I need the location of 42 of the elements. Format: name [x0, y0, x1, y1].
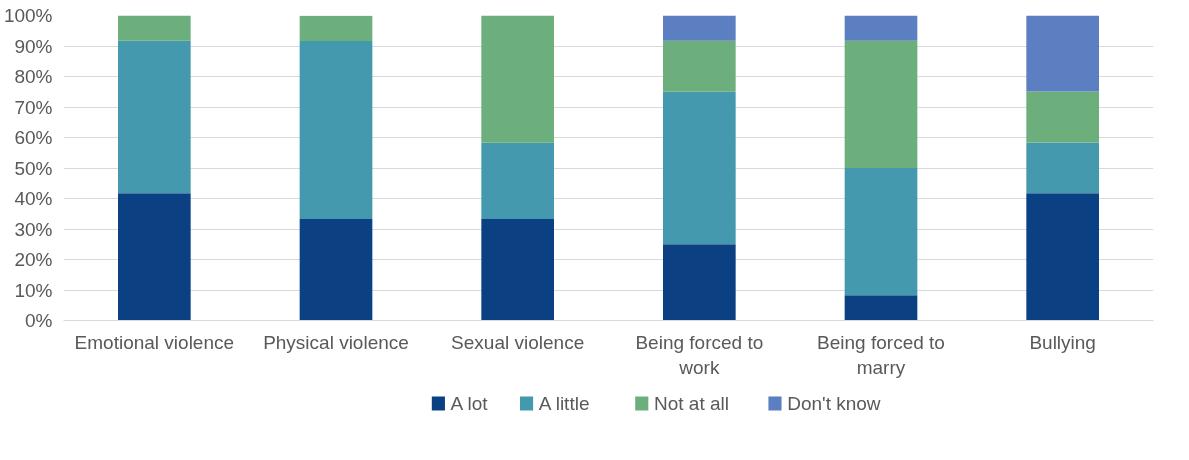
bar [299, 218, 373, 321]
legend-label: Not at all [653, 393, 729, 414]
bar [118, 40, 191, 194]
legend-label: A little [538, 393, 590, 414]
y-tick-label: 10% [14, 279, 53, 301]
bar [663, 40, 736, 92]
bar [663, 244, 736, 321]
bar [481, 142, 554, 219]
y-tick-label: 100% [3, 5, 53, 26]
x-tick-label: Being forced to work [635, 331, 764, 378]
bar [1026, 91, 1099, 143]
bar [844, 15, 918, 41]
legend-label: Don't know [787, 393, 881, 414]
bar [481, 15, 554, 143]
bar [663, 15, 736, 41]
x-tick-label: Being forced to marry [817, 331, 945, 378]
x-tick-label: Physical violence [263, 331, 409, 353]
bar [663, 91, 736, 245]
bar [299, 41, 373, 219]
bar [299, 15, 373, 42]
x-tick-label: Emotional violence [74, 331, 235, 353]
bar [1026, 193, 1099, 321]
y-tick-label: 40% [14, 188, 53, 209]
y-tick-label: 30% [14, 218, 53, 240]
y-tick-label: 50% [14, 157, 53, 179]
y-tick-label: 60% [14, 127, 53, 148]
bar [844, 295, 918, 321]
x-tick-label: Sexual violence [451, 331, 585, 353]
y-tick-label: 70% [14, 96, 53, 118]
bar [118, 15, 191, 41]
y-tick-label: 0% [25, 310, 53, 331]
y-tick-label: 20% [14, 249, 53, 270]
bar [118, 193, 191, 321]
bar [1026, 142, 1099, 194]
legend-label: A lot [450, 393, 489, 414]
bar [844, 40, 918, 168]
x-tick-label: Bullying [1029, 331, 1096, 353]
bar [481, 218, 554, 321]
y-tick-label: 80% [14, 66, 53, 87]
bar [844, 168, 918, 296]
y-tick-label: 90% [14, 35, 53, 57]
bar [1026, 15, 1099, 92]
